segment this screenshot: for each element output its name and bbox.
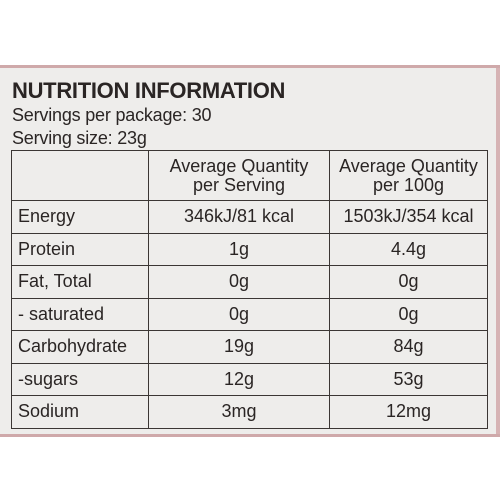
nutrient-label: Carbohydrate bbox=[11, 330, 149, 364]
table-row: Energy 346kJ/81 kcal 1503kJ/354 kcal bbox=[11, 200, 488, 234]
table-row: Sodium 3mg 12mg bbox=[11, 395, 488, 429]
header-blank-cell bbox=[11, 150, 149, 201]
header-per-serving-line-2: per Serving bbox=[192, 174, 286, 195]
nutrient-label: Fat, Total bbox=[11, 265, 149, 299]
table-header-row: Average Quantity per Serving Average Qua… bbox=[11, 150, 488, 201]
header-per-serving: Average Quantity per Serving bbox=[148, 150, 330, 201]
per-100g-value: 1503kJ/354 kcal bbox=[329, 200, 488, 234]
per-serving-value: 3mg bbox=[148, 395, 330, 429]
header-per-100g-line-2: per 100g bbox=[372, 174, 445, 195]
nutrient-label: - saturated bbox=[11, 297, 149, 331]
table-row: - saturated 0g 0g bbox=[11, 297, 488, 331]
nutrient-label: Protein bbox=[11, 232, 149, 266]
nutrient-label: Energy bbox=[11, 200, 149, 234]
per-100g-value: 53g bbox=[329, 362, 488, 396]
servings-per-package: Servings per package: 30 bbox=[12, 105, 212, 125]
nutrition-table: Average Quantity per Serving Average Qua… bbox=[11, 150, 488, 429]
per-serving-value: 0g bbox=[148, 297, 330, 331]
header-per-serving-line-1: Average Quantity bbox=[169, 155, 309, 176]
per-serving-value: 0g bbox=[148, 265, 330, 299]
per-100g-value: 84g bbox=[329, 330, 488, 364]
nutrition-panel: NUTRITION INFORMATION Servings per packa… bbox=[0, 65, 500, 437]
table-row: Carbohydrate 19g 84g bbox=[11, 330, 488, 364]
per-100g-value: 0g bbox=[329, 265, 488, 299]
header-per-100g-line-1: Average Quantity bbox=[339, 155, 478, 176]
per-serving-value: 19g bbox=[148, 330, 330, 364]
per-100g-value: 4.4g bbox=[329, 232, 488, 266]
per-serving-value: 12g bbox=[148, 362, 330, 396]
panel-edge bbox=[496, 68, 500, 434]
per-100g-value: 0g bbox=[329, 297, 488, 331]
serving-size: Serving size: 23g bbox=[12, 128, 147, 148]
per-100g-value: 12mg bbox=[329, 395, 488, 429]
per-serving-value: 346kJ/81 kcal bbox=[148, 200, 330, 234]
nutrient-label: Sodium bbox=[11, 395, 149, 429]
table-row: Protein 1g 4.4g bbox=[11, 232, 488, 266]
panel-title: NUTRITION INFORMATION bbox=[12, 78, 286, 103]
per-serving-value: 1g bbox=[148, 232, 330, 266]
nutrient-label: -sugars bbox=[11, 362, 149, 396]
table-row: -sugars 12g 53g bbox=[11, 362, 488, 396]
header-per-100g: Average Quantity per 100g bbox=[329, 150, 488, 201]
table-row: Fat, Total 0g 0g bbox=[11, 265, 488, 299]
